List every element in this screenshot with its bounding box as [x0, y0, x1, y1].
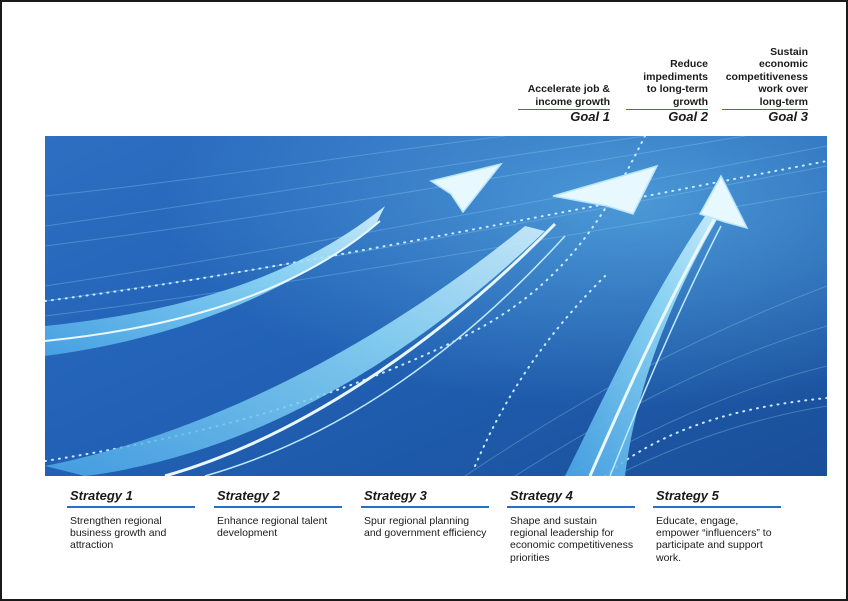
strategy-5-rule: [653, 506, 781, 508]
goal-3: Sustain economic competitiveness work ov…: [722, 16, 808, 124]
strategy-2-title: Strategy 2: [217, 488, 280, 503]
goal-2-rule: [626, 108, 708, 110]
strategy-2-body: Enhance regional talent development: [217, 514, 328, 539]
strategy-4-rule: [507, 506, 635, 508]
strategy-5: Strategy 5 Educate, engage, empower “inf…: [653, 488, 781, 564]
goal-1-label: Goal 1: [570, 109, 610, 124]
strategy-2: Strategy 2 Enhance regional talent devel…: [214, 488, 342, 539]
goal-2-label: Goal 2: [668, 109, 708, 124]
strategy-5-body: Educate, engage, empower “influencers” t…: [656, 514, 772, 564]
strategy-3: Strategy 3 Spur regional planning and go…: [361, 488, 489, 539]
strategy-1: Strategy 1 Strengthen regional business …: [67, 488, 195, 552]
strategy-1-rule: [67, 506, 195, 508]
goal-3-label: Goal 3: [768, 109, 808, 124]
strategy-4: Strategy 4 Shape and sustain regional le…: [507, 488, 635, 564]
goal-1: Accelerate job & income growth Goal 1: [518, 58, 610, 124]
strategy-3-body: Spur regional planning and government ef…: [364, 514, 487, 539]
strategy-3-rule: [361, 506, 489, 508]
strategy-4-title: Strategy 4: [510, 488, 573, 503]
rising-arrows-illustration: [45, 136, 827, 476]
strategy-2-rule: [214, 506, 342, 508]
strategy-1-body: Strengthen regional business growth and …: [70, 514, 167, 552]
strategy-4-body: Shape and sustain regional leadership fo…: [510, 514, 634, 564]
strategy-5-title: Strategy 5: [656, 488, 719, 503]
goal-1-rule: [518, 108, 610, 110]
goal-1-description: Accelerate job & income growth: [527, 83, 610, 108]
goal-2-description: Reduce impediments to long-term growth: [643, 58, 708, 108]
goal-3-rule: [722, 108, 808, 110]
strategy-1-title: Strategy 1: [70, 488, 133, 503]
goal-3-description: Sustain economic competitiveness work ov…: [725, 45, 808, 108]
goal-2: Reduce impediments to long-term growth G…: [626, 32, 708, 124]
strategy-3-title: Strategy 3: [364, 488, 427, 503]
